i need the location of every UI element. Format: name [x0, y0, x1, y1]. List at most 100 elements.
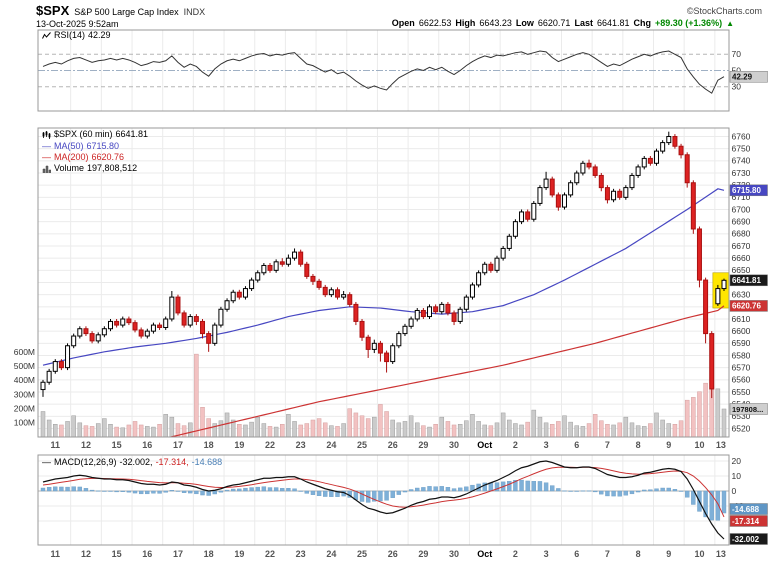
svg-text:10: 10 [694, 549, 704, 559]
svg-text:2: 2 [513, 440, 518, 450]
svg-text:6550: 6550 [732, 387, 751, 397]
svg-text:6620.76: 6620.76 [732, 302, 761, 311]
svg-text:8: 8 [636, 440, 641, 450]
svg-text:15: 15 [112, 440, 122, 450]
svg-text:-14.688: -14.688 [732, 505, 760, 514]
svg-text:9: 9 [666, 440, 671, 450]
svg-text:-32.002: -32.002 [732, 535, 760, 544]
rsi-legend-label: RSI(14) [54, 30, 86, 40]
price-legend-value: 6641.81 [115, 129, 149, 139]
svg-text:400M: 400M [14, 375, 35, 385]
ma50-legend: — MA(50) 6715.80 [42, 141, 119, 151]
high-label: High [455, 18, 476, 28]
ma200-legend: — MA(200) 6620.76 [42, 152, 124, 162]
symbol-name: S&P 500 Large Cap Index [74, 7, 179, 17]
svg-text:6630: 6630 [732, 289, 751, 299]
svg-text:50: 50 [732, 65, 742, 75]
svg-text:6570: 6570 [732, 362, 751, 372]
svg-text:12: 12 [81, 549, 91, 559]
svg-text:23: 23 [296, 549, 306, 559]
svg-text:6710: 6710 [732, 192, 751, 202]
svg-text:26: 26 [388, 549, 398, 559]
svg-text:6610: 6610 [732, 314, 751, 324]
svg-text:24: 24 [326, 440, 336, 450]
svg-text:23: 23 [296, 440, 306, 450]
svg-text:12: 12 [81, 440, 91, 450]
svg-text:3: 3 [544, 549, 549, 559]
svg-text:6560: 6560 [732, 375, 751, 385]
svg-text:6740: 6740 [732, 156, 751, 166]
svg-text:11: 11 [51, 549, 61, 559]
svg-text:20: 20 [732, 456, 742, 466]
ma200-legend-value: 6620.76 [91, 152, 125, 162]
price-legend-symbol: $SPX (60 min) [54, 129, 113, 139]
volume-icon [42, 165, 51, 173]
exchange-label: INDX [183, 7, 206, 17]
price-plot: 6760675067406730672067106700669066806670… [14, 127, 768, 450]
volume-legend: Volume 197,808,512 [42, 163, 137, 173]
svg-text:9: 9 [666, 549, 671, 559]
macd-swatch: — [42, 457, 51, 467]
svg-text:500M: 500M [14, 361, 35, 371]
macd-line-value: -32.002, [119, 457, 153, 467]
last-label: Last [574, 18, 593, 28]
svg-text:100M: 100M [14, 418, 35, 428]
svg-text:15: 15 [112, 549, 122, 559]
svg-text:6690: 6690 [732, 216, 751, 226]
svg-text:6750: 6750 [732, 143, 751, 153]
svg-text:6580: 6580 [732, 350, 751, 360]
svg-text:25: 25 [357, 440, 367, 450]
ma50-legend-label: MA(50) [54, 141, 84, 151]
price-legend: $SPX (60 min) 6641.81 [42, 129, 148, 139]
volume-legend-value: 197,808,512 [87, 163, 138, 173]
svg-text:22: 22 [265, 549, 275, 559]
svg-text:8: 8 [636, 549, 641, 559]
svg-text:18: 18 [204, 549, 214, 559]
svg-text:11: 11 [51, 440, 61, 450]
svg-text:200M: 200M [14, 403, 35, 413]
ma200-swatch: — [42, 152, 51, 162]
ma-lines [42, 188, 725, 437]
svg-text:19: 19 [234, 549, 244, 559]
copyright: ©StockCharts.com [686, 6, 762, 16]
svg-text:13: 13 [716, 440, 726, 450]
rsi-legend: RSI(14) 42.29 [42, 30, 111, 40]
svg-text:10: 10 [694, 440, 704, 450]
svg-text:29: 29 [418, 440, 428, 450]
svg-text:24: 24 [326, 549, 336, 559]
macd-hist-value: -14.688 [191, 457, 223, 467]
svg-text:7: 7 [605, 440, 610, 450]
svg-text:42.29: 42.29 [732, 73, 753, 82]
svg-text:16: 16 [142, 549, 152, 559]
svg-text:18: 18 [204, 440, 214, 450]
svg-text:6520: 6520 [732, 423, 751, 433]
svg-text:29: 29 [418, 549, 428, 559]
chart-datetime: 13-Oct-2025 9:52am [36, 19, 119, 29]
high-value: 6643.23 [479, 18, 512, 28]
open-label: Open [391, 18, 415, 28]
svg-text:16: 16 [142, 440, 152, 450]
svg-text:17: 17 [173, 549, 183, 559]
svg-text:6760: 6760 [732, 131, 751, 141]
symbol: $SPX [36, 3, 70, 18]
svg-text:17: 17 [173, 440, 183, 450]
ma50-legend-value: 6715.80 [86, 141, 120, 151]
svg-text:Oct: Oct [477, 440, 492, 450]
quote-line: Open 6622.53 High 6643.23 Low 6620.71 La… [392, 18, 734, 28]
svg-text:6715.80: 6715.80 [732, 186, 761, 195]
svg-text:6680: 6680 [732, 229, 751, 239]
svg-text:6700: 6700 [732, 204, 751, 214]
svg-text:6660: 6660 [732, 253, 751, 263]
low-value: 6620.71 [537, 18, 571, 28]
svg-text:30: 30 [449, 549, 459, 559]
macd-panel: 20100-10-20-14.688-17.314-32.00211121516… [37, 454, 768, 559]
up-arrow-icon: ▲ [726, 19, 734, 28]
svg-text:6590: 6590 [732, 338, 751, 348]
svg-text:30: 30 [449, 440, 459, 450]
low-label: Low [515, 18, 534, 28]
svg-text:30: 30 [732, 82, 742, 92]
macd-plot: 20100-10-20-14.688-17.314-32.00211121516… [37, 454, 768, 559]
price-panel: 6760675067406730672067106700669066806670… [14, 127, 768, 450]
